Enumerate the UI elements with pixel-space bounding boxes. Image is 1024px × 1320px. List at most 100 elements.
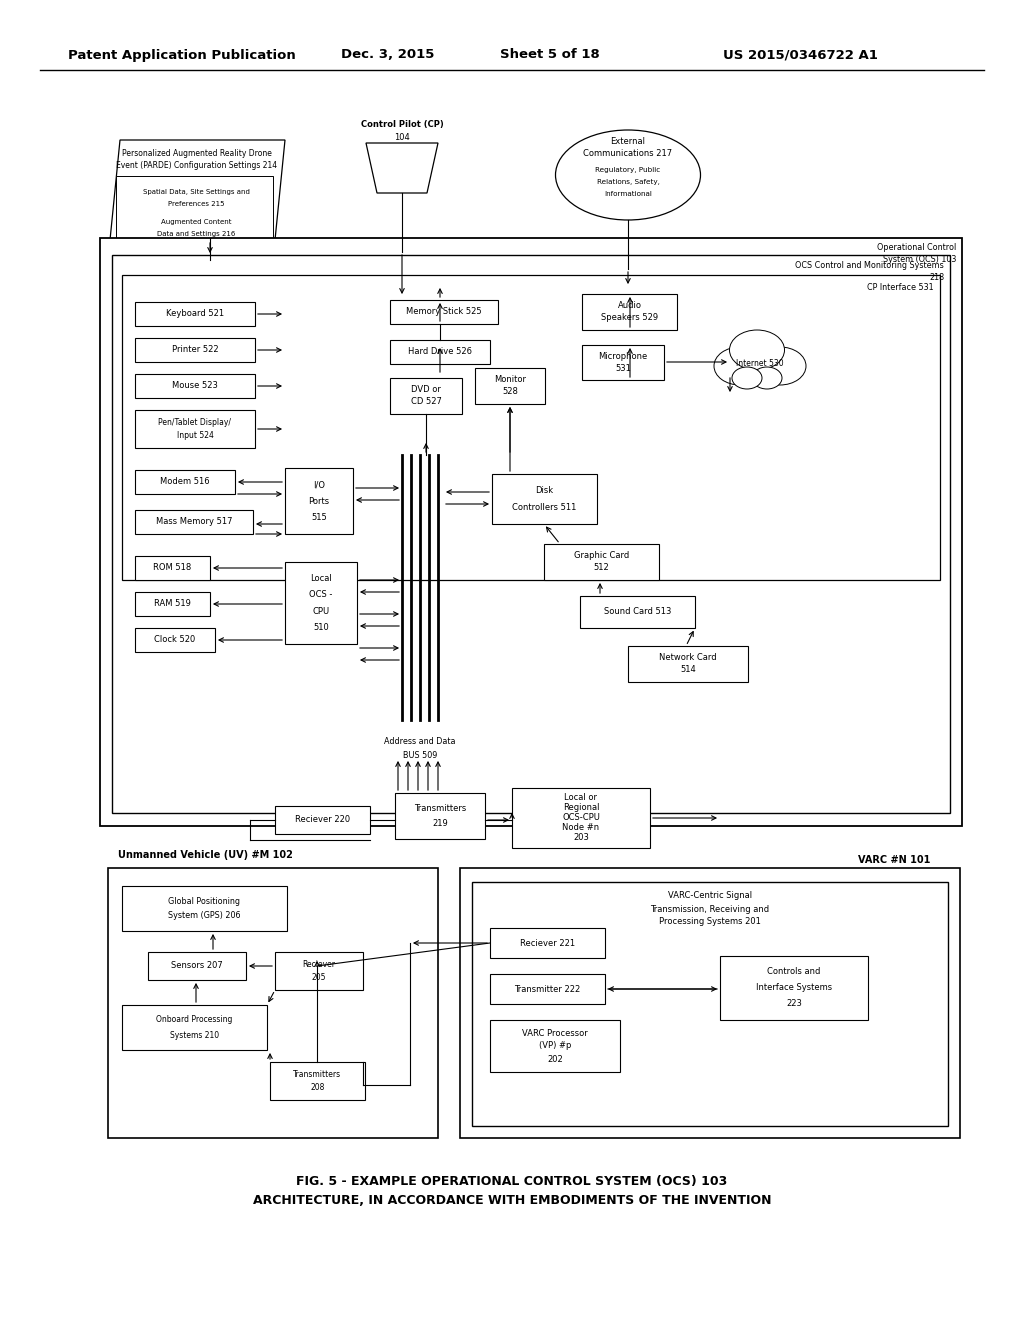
- Text: Data and Settings 216: Data and Settings 216: [158, 231, 236, 238]
- Text: Network Card: Network Card: [659, 653, 717, 663]
- Ellipse shape: [754, 347, 806, 385]
- Bar: [582, 345, 664, 380]
- Text: Monitor: Monitor: [494, 375, 526, 384]
- Text: Local: Local: [310, 574, 332, 583]
- Ellipse shape: [555, 129, 700, 220]
- Bar: [460, 869, 961, 1138]
- Text: Informational: Informational: [604, 191, 652, 197]
- Text: Audio: Audio: [617, 301, 641, 310]
- Text: Input 524: Input 524: [176, 430, 213, 440]
- Text: Sensors 207: Sensors 207: [171, 961, 223, 970]
- Text: Relations, Safety,: Relations, Safety,: [597, 180, 659, 185]
- Text: Address and Data: Address and Data: [384, 738, 456, 747]
- Text: Transmission, Receiving and: Transmission, Receiving and: [650, 904, 770, 913]
- Text: 205: 205: [311, 973, 327, 982]
- Text: Reciever 220: Reciever 220: [295, 816, 350, 825]
- Text: VARC #N 101: VARC #N 101: [858, 855, 930, 865]
- Bar: [390, 378, 462, 414]
- Text: Microphone: Microphone: [598, 352, 647, 362]
- Bar: [100, 238, 962, 826]
- Text: Interface Systems: Interface Systems: [756, 983, 833, 993]
- Bar: [285, 469, 353, 535]
- Bar: [135, 411, 255, 447]
- Text: CPU: CPU: [312, 607, 330, 615]
- Text: 219: 219: [432, 820, 447, 828]
- Text: Speakers 529: Speakers 529: [601, 314, 658, 322]
- Text: ARCHITECTURE, IN ACCORDANCE WITH EMBODIMENTS OF THE INVENTION: ARCHITECTURE, IN ACCORDANCE WITH EMBODIM…: [253, 1193, 771, 1206]
- Text: Processing Systems 201: Processing Systems 201: [659, 917, 761, 927]
- Text: 218: 218: [929, 273, 944, 282]
- Text: 510: 510: [313, 623, 329, 632]
- Text: Node #n: Node #n: [562, 824, 600, 833]
- Text: Mass Memory 517: Mass Memory 517: [156, 517, 232, 527]
- Text: Pen/Tablet Display/: Pen/Tablet Display/: [159, 418, 231, 428]
- Text: Regional: Regional: [563, 804, 599, 813]
- Ellipse shape: [732, 367, 762, 389]
- Text: System (OCS) 103: System (OCS) 103: [883, 256, 956, 264]
- Text: 512: 512: [594, 564, 609, 573]
- Text: Onboard Processing: Onboard Processing: [157, 1015, 232, 1024]
- Bar: [270, 1063, 365, 1100]
- Text: Memory Stick 525: Memory Stick 525: [407, 308, 482, 317]
- Text: OCS Control and Monitoring Systems: OCS Control and Monitoring Systems: [796, 261, 944, 271]
- Ellipse shape: [729, 330, 784, 370]
- Text: Regulatory, Public: Regulatory, Public: [595, 168, 660, 173]
- Text: Sound Card 513: Sound Card 513: [604, 607, 671, 616]
- Text: FIG. 5 - EXAMPLE OPERATIONAL CONTROL SYSTEM (OCS) 103: FIG. 5 - EXAMPLE OPERATIONAL CONTROL SYS…: [296, 1176, 728, 1188]
- Text: Personalized Augmented Reality Drone: Personalized Augmented Reality Drone: [122, 149, 271, 158]
- Bar: [112, 255, 950, 813]
- Bar: [490, 928, 605, 958]
- Text: Controls and: Controls and: [767, 968, 820, 977]
- Bar: [720, 956, 868, 1020]
- Bar: [395, 793, 485, 840]
- Text: OCS-CPU: OCS-CPU: [562, 813, 600, 822]
- Text: Transmitter 222: Transmitter 222: [514, 985, 581, 994]
- Bar: [390, 300, 498, 323]
- Text: RAM 519: RAM 519: [154, 599, 190, 609]
- Text: Internet 530: Internet 530: [736, 359, 783, 367]
- Text: 104: 104: [394, 132, 410, 141]
- Bar: [135, 591, 210, 616]
- Bar: [512, 788, 650, 847]
- Text: Graphic Card: Graphic Card: [573, 552, 629, 561]
- Bar: [582, 294, 677, 330]
- Text: CP Interface 531: CP Interface 531: [867, 282, 934, 292]
- Bar: [628, 645, 748, 682]
- Bar: [490, 974, 605, 1005]
- Bar: [285, 562, 357, 644]
- Text: Hard Drive 526: Hard Drive 526: [408, 347, 472, 356]
- Text: VARC Processor: VARC Processor: [522, 1028, 588, 1038]
- Text: Transmitters: Transmitters: [414, 804, 466, 813]
- Bar: [135, 556, 210, 579]
- Bar: [580, 597, 695, 628]
- Bar: [122, 1005, 267, 1049]
- Text: Spatial Data, Site Settings and: Spatial Data, Site Settings and: [143, 189, 250, 195]
- Text: Printer 522: Printer 522: [172, 346, 218, 355]
- Text: Mouse 523: Mouse 523: [172, 381, 218, 391]
- Bar: [135, 338, 255, 362]
- Bar: [544, 544, 659, 579]
- Bar: [148, 952, 246, 979]
- Text: Augmented Content: Augmented Content: [161, 219, 231, 224]
- Text: CD 527: CD 527: [411, 397, 441, 407]
- Bar: [108, 869, 438, 1138]
- Bar: [135, 470, 234, 494]
- Bar: [135, 302, 255, 326]
- Text: US 2015/0346722 A1: US 2015/0346722 A1: [723, 49, 878, 62]
- Text: DVD or: DVD or: [411, 385, 441, 395]
- Text: Transmitters: Transmitters: [294, 1071, 342, 1080]
- Text: ROM 518: ROM 518: [154, 564, 191, 573]
- Text: OCS -: OCS -: [309, 590, 333, 599]
- Polygon shape: [108, 140, 285, 260]
- Text: Modem 516: Modem 516: [160, 478, 210, 487]
- Text: Reciever 221: Reciever 221: [520, 939, 575, 948]
- Text: Local or: Local or: [564, 793, 597, 803]
- Text: 528: 528: [502, 388, 518, 396]
- Bar: [490, 1020, 620, 1072]
- Bar: [135, 628, 215, 652]
- Text: (VP) #p: (VP) #p: [539, 1041, 571, 1051]
- Text: Controllers 511: Controllers 511: [512, 503, 577, 512]
- Bar: [116, 176, 273, 246]
- Text: Event (PARDE) Configuration Settings 214: Event (PARDE) Configuration Settings 214: [116, 161, 278, 170]
- Text: External: External: [610, 137, 645, 147]
